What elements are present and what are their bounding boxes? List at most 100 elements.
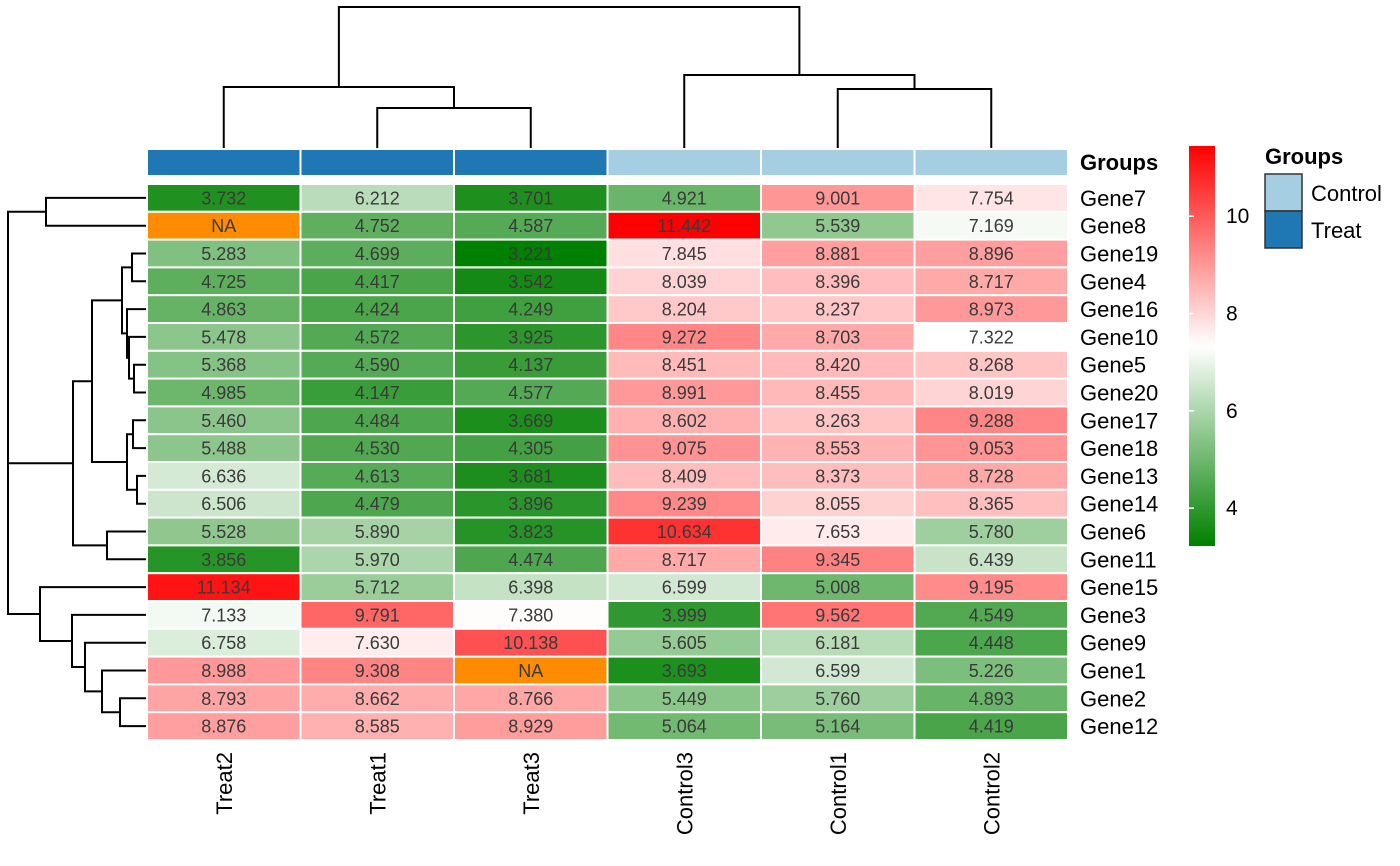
heatmap-cell (606, 433, 762, 464)
cell-value-label: 5.760 (815, 689, 860, 709)
dendrogram-branch (84, 641, 146, 693)
cell-value-label: 8.793 (201, 689, 246, 709)
dendrogram-branch (7, 337, 40, 616)
heatmap-cell (146, 461, 302, 491)
heatmap-cell (913, 377, 1069, 408)
cell-value-label: 6.439 (969, 550, 1014, 570)
row-label: Gene11 (1080, 547, 1157, 572)
row-label: Gene16 (1080, 297, 1158, 322)
heatmap-cell (146, 544, 302, 575)
dendrogram-branch (376, 107, 532, 148)
group-legend-swatch (1264, 173, 1303, 212)
row-label: Gene19 (1080, 242, 1158, 267)
cell-value-label: 3.925 (508, 327, 553, 347)
heatmap-cell (913, 405, 1069, 436)
color-scale-tick-label: 4 (1226, 497, 1238, 520)
cell-value-label: 5.970 (355, 550, 400, 570)
group-legend-swatch (1264, 210, 1303, 249)
heatmap-cell (606, 572, 762, 603)
annotation-cell (606, 148, 762, 177)
cell-value-label: 8.988 (201, 661, 246, 681)
cell-value-label: 11.442 (657, 216, 711, 236)
cell-value-label: 7.845 (662, 244, 707, 264)
heatmap-cell (299, 488, 455, 519)
cell-value-label: 4.699 (355, 244, 400, 264)
cell-value-label: NA (518, 661, 543, 681)
column-label: Treat1 (365, 752, 390, 815)
cell-value-label: 5.283 (201, 244, 246, 264)
heatmap-cell (913, 210, 1069, 241)
heatmap-cell (146, 627, 302, 658)
cell-value-label: 5.449 (662, 689, 707, 709)
heatmap-cell (913, 572, 1069, 603)
heatmap-cell (913, 711, 1069, 742)
cell-value-label: 5.780 (969, 522, 1014, 542)
cell-value-label: 5.890 (355, 522, 400, 542)
heatmap-cell (606, 655, 762, 686)
cell-value-label: 8.896 (969, 244, 1014, 264)
column-label: Treat3 (519, 752, 544, 815)
row-dendrogram (7, 196, 146, 728)
cell-value-label: 5.528 (201, 522, 246, 542)
dendrogram-branch (72, 380, 107, 547)
color-scale-legend: 4 6 8 10 (1189, 146, 1249, 546)
cell-value-label: 4.893 (969, 689, 1014, 709)
dendrogram-branch (132, 419, 146, 450)
cell-value-label: 9.239 (662, 494, 707, 514)
column-label: Control2 (979, 752, 1004, 835)
cell-value-label: 4.985 (201, 383, 246, 403)
heatmap-cells: 3.732 6.212 3.701 4.921 9.001 7.754 NA 4.752 4.5… (146, 183, 1069, 742)
cell-value-label: 3.221 (508, 244, 553, 264)
heatmap-cell (606, 600, 762, 630)
cell-value-label: 8.717 (662, 550, 707, 570)
cell-value-label: 8.019 (969, 383, 1014, 403)
cell-value-label: 9.288 (969, 411, 1014, 431)
heatmap-cell (146, 405, 302, 436)
cell-value-label: 5.226 (969, 661, 1014, 681)
cell-value-label: 6.506 (201, 494, 246, 514)
heatmap-cell (913, 322, 1069, 352)
dendrogram-branch (683, 74, 916, 148)
heatmap-cell (146, 238, 302, 269)
cell-value-label: 9.272 (662, 327, 707, 347)
cell-value-label: 3.856 (201, 550, 246, 570)
cell-value-label: 8.204 (662, 300, 707, 320)
dendrogram-branch (131, 252, 146, 283)
annotation-cell (760, 148, 916, 177)
cell-value-label: 4.863 (201, 300, 246, 320)
cell-value-label: 6.758 (201, 633, 246, 653)
heatmap-cell (913, 294, 1069, 325)
cell-value-label: 7.380 (508, 605, 553, 625)
annotation-cell (146, 148, 302, 177)
cell-value-label: 8.396 (815, 272, 860, 292)
cell-value-label: 8.602 (662, 411, 707, 431)
heatmap-cell (913, 544, 1069, 575)
heatmap-cell (913, 461, 1069, 491)
cell-value-label: 5.605 (662, 633, 707, 653)
cell-value-label: 6.181 (815, 633, 860, 653)
heatmap-cell (913, 183, 1069, 213)
cell-value-label: 5.460 (201, 411, 246, 431)
row-label: Gene14 (1080, 492, 1158, 517)
cell-value-label: 6.599 (662, 578, 707, 598)
group-legend: Groups Control Treat (1264, 144, 1382, 249)
heatmap-cell (913, 238, 1069, 269)
heatmap-cell (299, 210, 455, 241)
cell-value-label: 8.420 (815, 355, 860, 375)
cell-value-label: 4.249 (508, 300, 553, 320)
cell-value-label: 7.630 (355, 633, 400, 653)
row-label: Gene15 (1080, 575, 1158, 600)
cell-value-label: 8.455 (815, 383, 860, 403)
heatmap-cell (299, 461, 455, 491)
cell-value-label: 3.732 (201, 188, 246, 208)
row-label: Gene6 (1080, 520, 1146, 545)
cell-value-label: 10.138 (503, 633, 558, 653)
cell-value-label: 7.754 (969, 188, 1014, 208)
heatmap-cell (606, 210, 762, 241)
cell-value-label: 10.634 (657, 522, 712, 542)
cell-value-label: 3.896 (508, 494, 553, 514)
group-annotation-bar (146, 148, 1069, 177)
cell-value-label: 8.973 (969, 300, 1014, 320)
cell-value-label: 8.451 (662, 355, 707, 375)
